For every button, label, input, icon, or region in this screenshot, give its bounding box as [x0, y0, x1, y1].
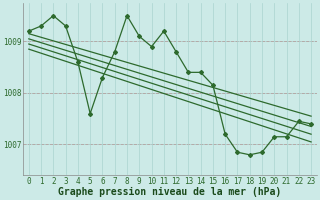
X-axis label: Graphe pression niveau de la mer (hPa): Graphe pression niveau de la mer (hPa)	[58, 187, 282, 197]
